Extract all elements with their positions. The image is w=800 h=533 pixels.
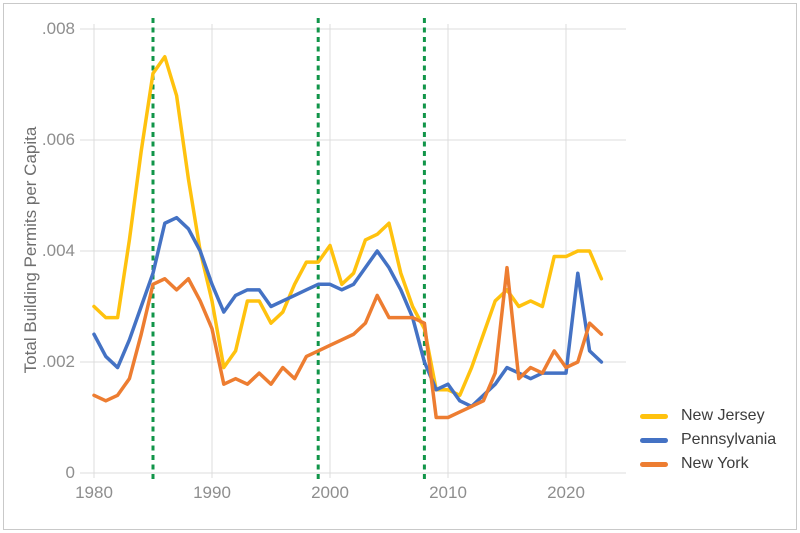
series-line-pennsylvania xyxy=(92,215,604,409)
y-tick-label-2: .004 xyxy=(41,241,75,260)
legend-item-new-york: New York xyxy=(640,452,776,476)
legend-item-new-jersey: New Jersey xyxy=(640,404,776,428)
x-tick-label-2020: 2020 xyxy=(547,483,585,502)
legend-item-pennsylvania: Pennsylvania xyxy=(640,428,776,452)
y-tick-label-0: 0 xyxy=(65,463,75,482)
legend-label-new-york: New York xyxy=(681,455,749,472)
legend: New Jersey Pennsylvania New York xyxy=(640,404,776,476)
y-tick-label-3: .006 xyxy=(41,130,75,149)
x-tick-label-2010: 2010 xyxy=(429,483,467,502)
legend-swatch-pennsylvania xyxy=(640,437,668,443)
x-tick-label-1980: 1980 xyxy=(75,483,113,502)
x-tick-label-2000: 2000 xyxy=(311,483,349,502)
legend-swatch-new-jersey xyxy=(640,413,668,419)
legend-label-new-jersey: New Jersey xyxy=(681,407,765,424)
legend-label-pennsylvania: Pennsylvania xyxy=(681,431,777,448)
legend-swatch-new-york xyxy=(640,461,668,467)
y-tick-label-1: .002 xyxy=(41,352,75,371)
y-tick-label-4: .008 xyxy=(41,19,75,38)
series-line-new-jersey xyxy=(92,55,604,398)
series-line-new-york xyxy=(92,265,604,420)
x-tick-label-1990: 1990 xyxy=(193,483,231,502)
